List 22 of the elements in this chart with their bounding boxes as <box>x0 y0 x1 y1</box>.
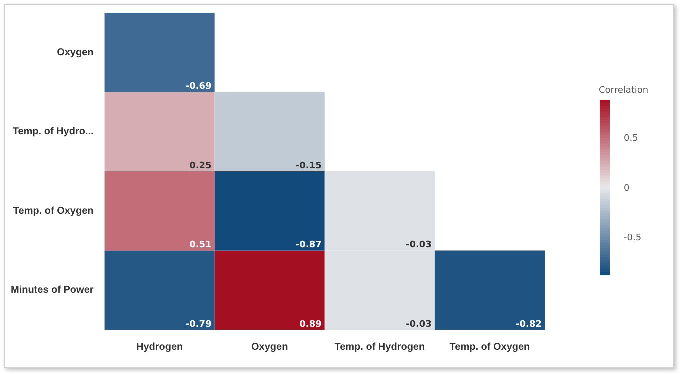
data-label: -0.69 <box>186 82 212 92</box>
data-label: -0.87 <box>296 240 322 251</box>
data-label: -0.15 <box>296 161 322 172</box>
data-label: 0.89 <box>300 320 322 330</box>
x-tick-label: Hydrogen <box>136 342 184 353</box>
y-tick-label: Temp. of Hydro... <box>12 126 94 138</box>
y-tick-label: Oxygen <box>57 47 94 58</box>
x-tick-label: Oxygen <box>252 342 288 353</box>
data-label: 0.25 <box>190 161 212 172</box>
y-tick-label: Minutes of Power <box>10 285 94 296</box>
y-tick-label: Temp. of Oxygen <box>13 206 94 217</box>
data-label: 0.51 <box>190 240 212 251</box>
data-label: -0.03 <box>406 240 432 251</box>
data-label: -0.03 <box>406 320 432 330</box>
data-label: -0.82 <box>516 320 542 330</box>
color-bar-title: Correlation <box>599 86 649 96</box>
x-tick-label: Temp. of Oxygen <box>450 342 530 353</box>
data-label: -0.79 <box>186 320 212 330</box>
color-bar-label: -0.5 <box>624 234 642 244</box>
color-bar-label: 0.5 <box>624 134 638 144</box>
color-bar-label: 0 <box>624 184 630 194</box>
x-tick-label: Temp. of Hydrogen <box>334 342 426 353</box>
